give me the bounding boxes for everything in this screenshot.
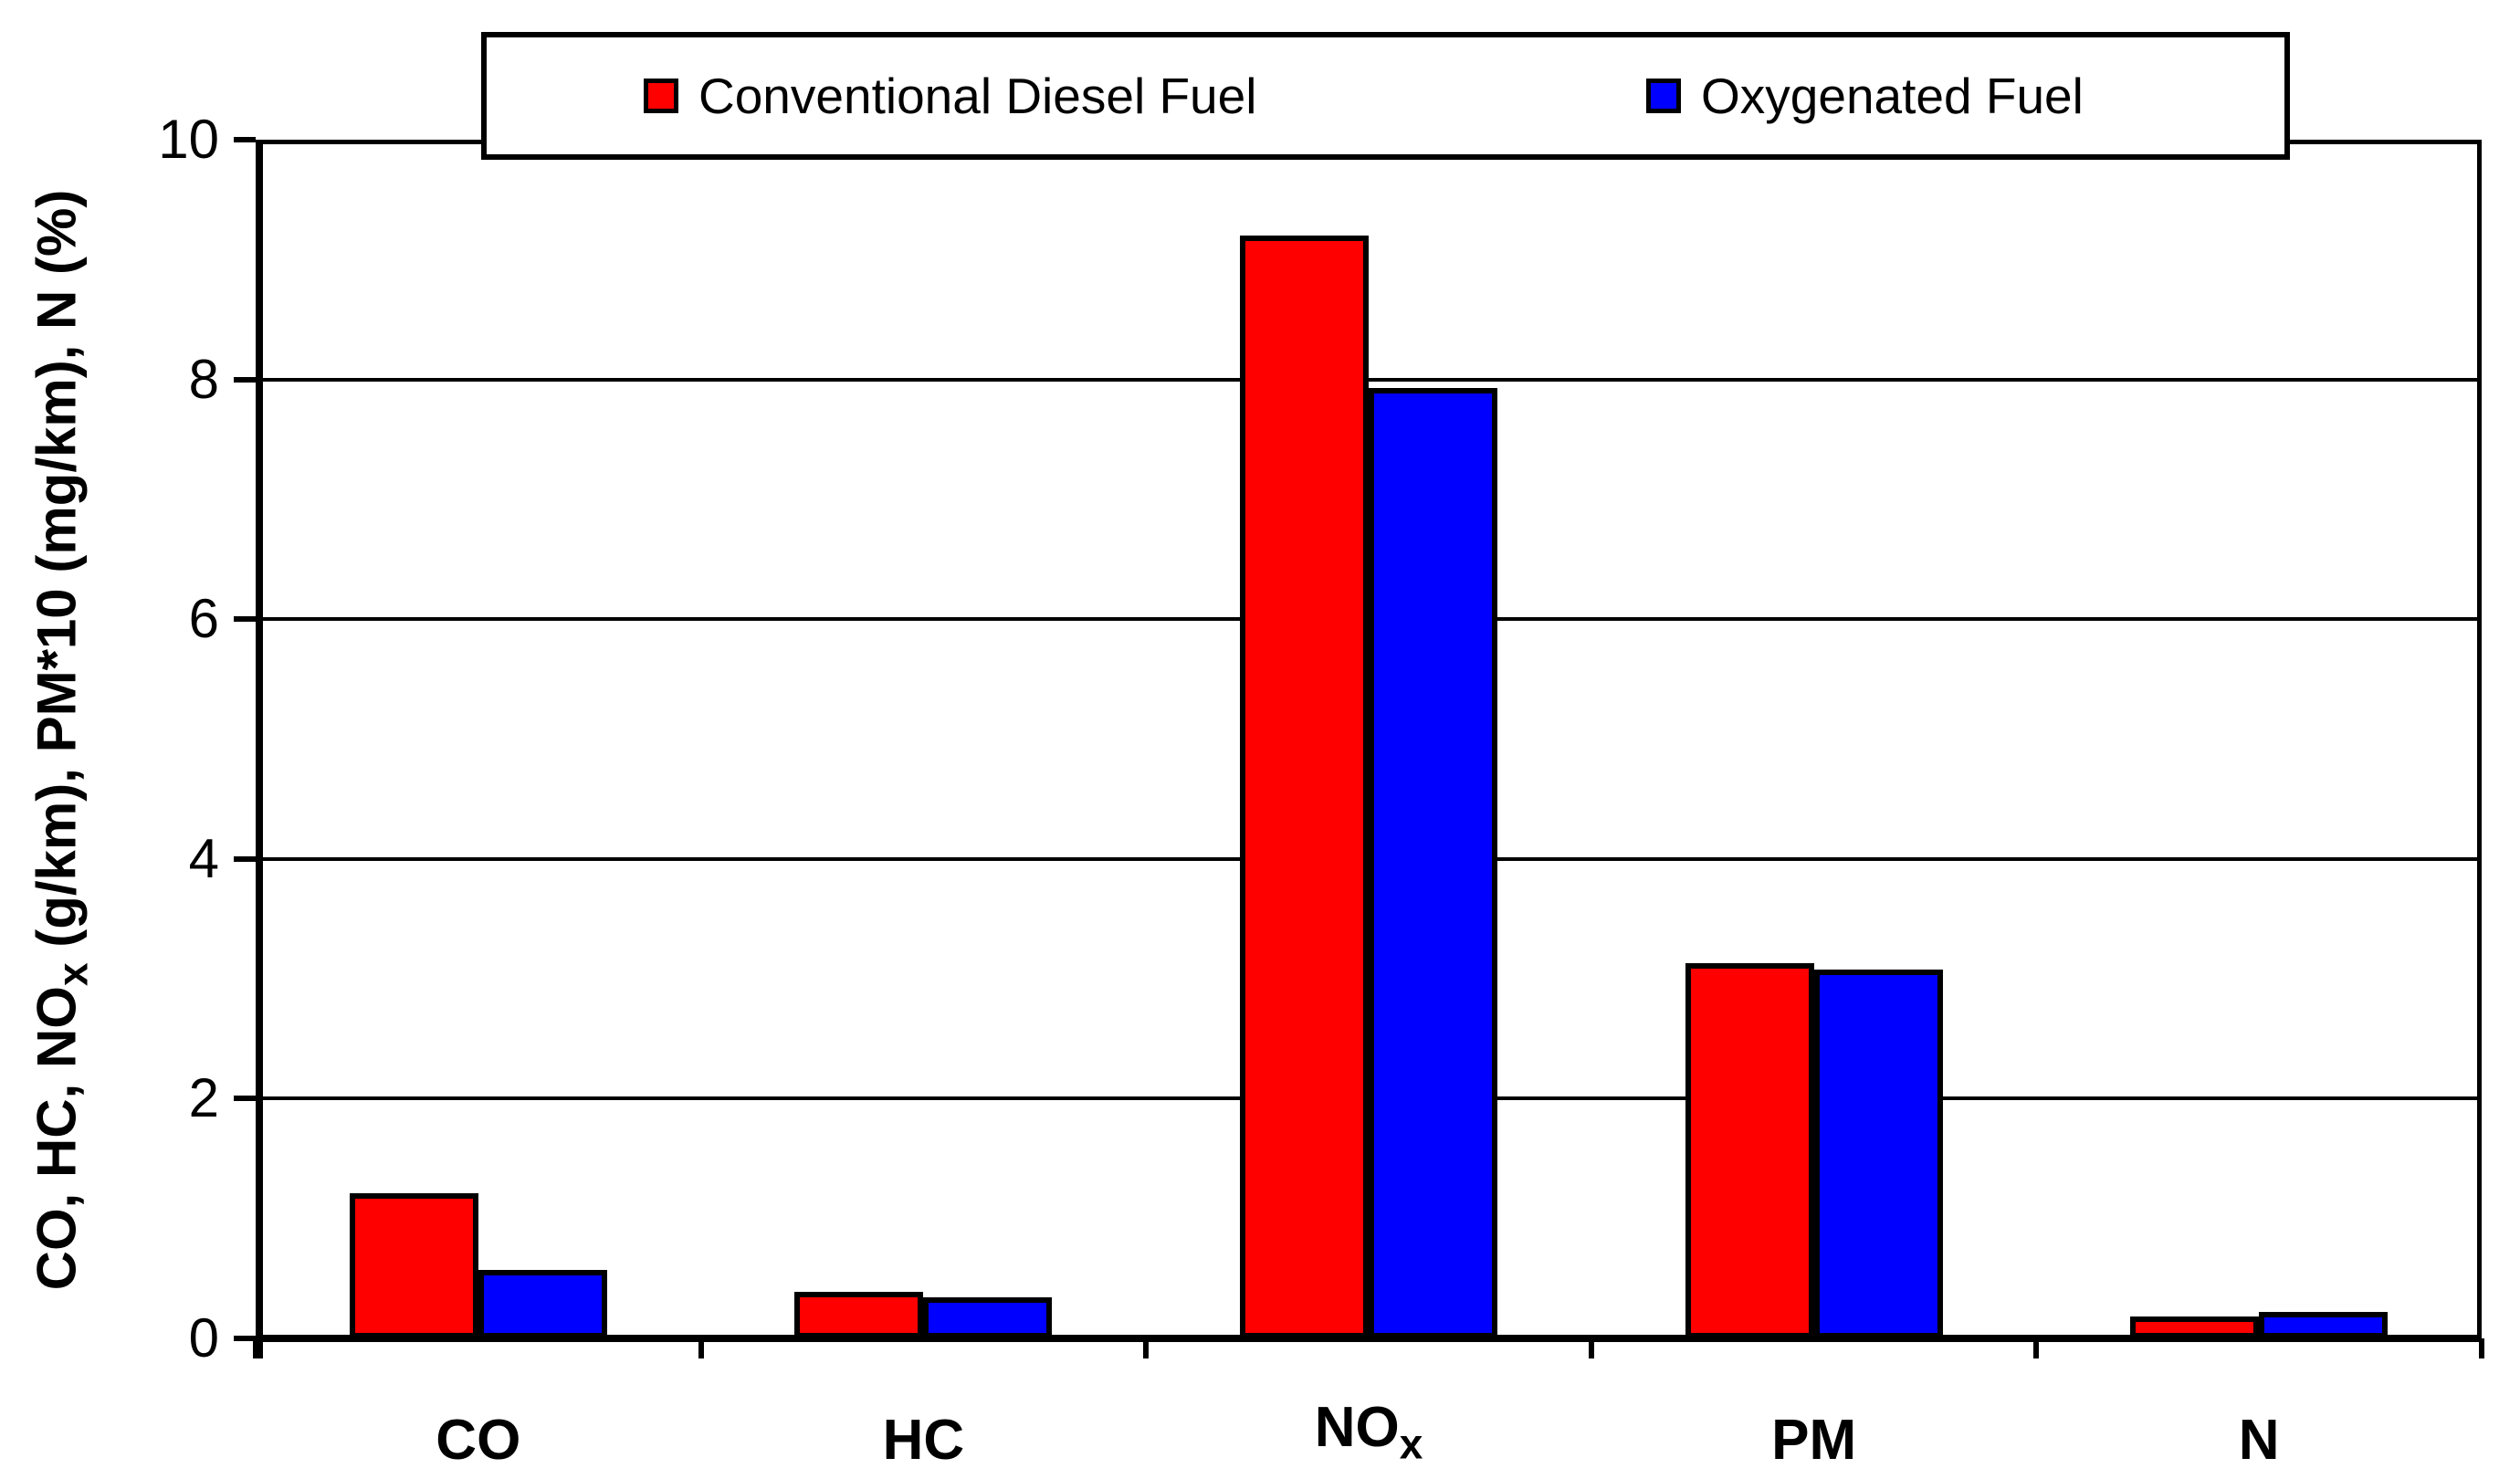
bar-hc-oxygenated: [923, 1297, 1053, 1338]
legend-label-conventional-diesel-fuel: Conventional Diesel Fuel: [698, 68, 1257, 124]
y-tick-label-10: 10: [158, 109, 219, 170]
gridline-8: [256, 377, 2482, 382]
category-label-text: HC: [882, 1409, 965, 1472]
y-tick-10: [234, 137, 256, 142]
category-label-pm: PM: [1632, 1404, 1997, 1477]
x-tick-3: [1588, 1338, 1594, 1358]
category-label-text: CO: [436, 1409, 521, 1472]
y-axis-title: CO, HC, NOx (g/km), PM*10 (mg/km), N (%): [23, 56, 97, 1425]
category-label-text: NO: [1314, 1396, 1400, 1459]
plot-right-border: [2477, 140, 2482, 1338]
y-tick-4: [234, 855, 256, 862]
category-label-nox: NOx: [1186, 1391, 1551, 1464]
x-tick-2: [1143, 1338, 1150, 1358]
bar-co-conventional: [349, 1193, 478, 1338]
category-label-hc: HC: [740, 1404, 1106, 1477]
y-tick-label-8: 8: [188, 348, 219, 410]
legend-label-oxygenated-fuel: Oxygenated Fuel: [1701, 68, 2084, 124]
legend: Conventional Diesel Fuel Oxygenated Fuel: [481, 32, 2290, 160]
category-label-text: N: [2238, 1409, 2280, 1472]
x-tick-5: [2479, 1338, 2484, 1358]
y-tick-label-4: 4: [188, 827, 219, 889]
category-label-text: PM: [1771, 1409, 1857, 1472]
legend-swatch-conventional-diesel-fuel: [644, 79, 678, 113]
x-tick-1: [698, 1338, 704, 1358]
y-axis-line: [256, 140, 263, 1358]
category-label-n: N: [2076, 1404, 2441, 1477]
x-tick-0: [253, 1338, 258, 1358]
plot-area: [234, 137, 2484, 1358]
y-tick-label-2: 2: [188, 1067, 219, 1129]
bar-nox-conventional: [1240, 236, 1369, 1338]
y-axis-title-subscript: x: [48, 962, 97, 987]
y-tick-8: [234, 376, 256, 383]
y-tick-6: [234, 616, 256, 623]
category-label-co: CO: [296, 1404, 661, 1477]
x-axis-line: [256, 1335, 2482, 1342]
x-tick-4: [2033, 1338, 2040, 1358]
legend-item-oxygenated-fuel: Oxygenated Fuel: [1646, 37, 2084, 154]
bar-co-oxygenated: [478, 1270, 607, 1338]
bar-nox-oxygenated: [1369, 387, 1497, 1338]
y-tick-label-6: 6: [188, 588, 219, 650]
legend-swatch-oxygenated-fuel: [1646, 79, 1681, 113]
y-tick-0: [234, 1336, 256, 1341]
category-label-subscript: x: [1399, 1420, 1423, 1468]
y-tick-2: [234, 1096, 256, 1102]
y-axis-title-text: CO, HC, NO: [26, 986, 88, 1291]
y-tick-label-0: 0: [188, 1307, 219, 1369]
bar-pm-conventional: [1685, 963, 1814, 1338]
bar-hc-conventional: [794, 1291, 924, 1338]
bar-pm-oxygenated: [1813, 969, 1943, 1338]
legend-item-conventional-diesel-fuel: Conventional Diesel Fuel: [644, 37, 1256, 154]
